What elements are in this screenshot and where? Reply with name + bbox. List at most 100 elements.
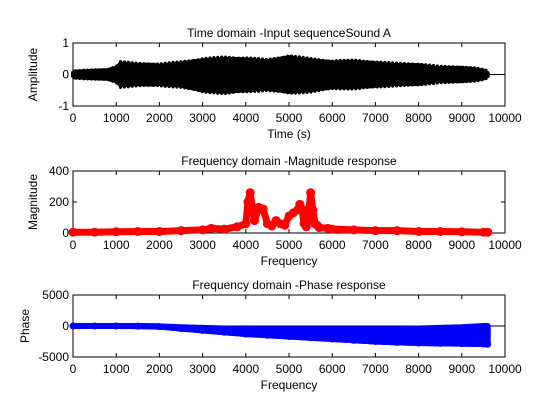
phase-point [371, 338, 379, 345]
magnitude-point [241, 219, 251, 229]
y-axis-label: Amplitude [26, 48, 40, 102]
x-tick-label: 3000 [189, 362, 216, 376]
x-tick-label: 7000 [362, 111, 389, 125]
chart-title: Frequency domain -Magnitude response [181, 154, 397, 168]
magnitude-point [249, 216, 259, 226]
magnitude-point [133, 226, 143, 236]
x-tick-label: 10000 [488, 111, 522, 125]
magnitude-point [280, 220, 290, 230]
phase-point [177, 324, 185, 332]
magnitude-point [111, 227, 121, 237]
chart-title: Frequency domain -Phase response [192, 278, 386, 292]
phase-point [393, 338, 401, 346]
subplot-2: Frequency domain -Magnitude response Freq… [26, 154, 522, 268]
chart-title: Time domain -Input sequenceSound A [187, 26, 391, 40]
magnitude-point [392, 226, 402, 236]
y-axis-label: Phase [18, 309, 32, 343]
x-tick-label: 1000 [103, 238, 130, 252]
x-tick-label: 9000 [448, 362, 475, 376]
x-tick-label: 8000 [405, 238, 432, 252]
phase-point [263, 331, 271, 339]
x-tick-label: 0 [70, 111, 77, 125]
phase-point [436, 339, 444, 347]
magnitude-point [219, 224, 229, 234]
y-tick-label: 1 [62, 36, 69, 50]
magnitude-point [297, 204, 307, 214]
phase-point [458, 340, 466, 348]
y-tick-label: 5000 [42, 288, 69, 302]
x-tick-label: 8000 [405, 362, 432, 376]
magnitude-point [90, 227, 100, 237]
magnitude-point [198, 225, 208, 235]
waveform-series [72, 54, 488, 96]
x-tick-label: 1000 [103, 362, 130, 376]
phase-points [69, 322, 492, 348]
phase-point [415, 339, 423, 347]
phase-point [91, 322, 99, 330]
magnitude-point [258, 204, 268, 214]
x-tick-label: 4000 [232, 362, 259, 376]
phase-point [134, 322, 142, 330]
magnitude-point [314, 223, 324, 233]
x-tick-label: 6000 [319, 111, 346, 125]
subplot-1: Time domain -Input sequenceSound A Time (… [26, 26, 522, 141]
phase-point [199, 326, 207, 334]
y-tick-label: 400 [49, 164, 69, 178]
phase-point [112, 322, 120, 330]
x-axis-label: Frequency [261, 254, 318, 268]
magnitude-point [308, 205, 318, 215]
magnitude-point [414, 226, 424, 236]
subplot-3: Frequency domain -Phase response Frequenc… [18, 278, 522, 392]
x-tick-label: 8000 [405, 111, 432, 125]
magnitude-point [245, 188, 255, 198]
magnitude-point [435, 226, 445, 236]
x-tick-label: 0 [70, 238, 77, 252]
y-tick-label: 200 [49, 195, 69, 209]
y-tick-label: 0 [62, 319, 69, 333]
x-tick-label: 9000 [448, 238, 475, 252]
x-tick-label: 2000 [146, 362, 173, 376]
x-tick-label: 3000 [189, 111, 216, 125]
x-tick-label: 1000 [103, 111, 130, 125]
x-tick-label: 10000 [488, 362, 522, 376]
phase-point [69, 322, 77, 330]
phase-point [307, 334, 315, 342]
x-tick-label: 5000 [276, 111, 303, 125]
magnitude-points [68, 188, 493, 237]
x-axis-label: Frequency [261, 378, 318, 392]
magnitude-point [349, 225, 359, 235]
y-tick-label: -1 [58, 99, 69, 113]
x-tick-label: 7000 [362, 362, 389, 376]
y-tick-label: 0 [62, 226, 69, 240]
phase-point [285, 333, 293, 341]
phase-point [350, 336, 358, 344]
magnitude-point [303, 211, 313, 221]
phase-point [328, 335, 336, 343]
x-tick-label: 2000 [146, 238, 173, 252]
magnitude-point [327, 224, 337, 234]
x-tick-label: 5000 [276, 362, 303, 376]
magnitude-point [154, 226, 164, 236]
phase-point [242, 330, 250, 338]
magnitude-point [301, 222, 311, 232]
x-tick-label: 7000 [362, 238, 389, 252]
x-axis-label: Time (s) [267, 127, 311, 141]
x-tick-label: 5000 [276, 238, 303, 252]
x-tick-label: 6000 [319, 362, 346, 376]
x-tick-label: 2000 [146, 111, 173, 125]
magnitude-point [206, 223, 216, 233]
x-tick-label: 6000 [319, 238, 346, 252]
magnitude-point [68, 227, 78, 237]
y-axis-label: Magnitude [26, 174, 40, 230]
magnitude-point [370, 226, 380, 236]
y-tick-label: 0 [62, 68, 69, 82]
x-tick-label: 4000 [232, 238, 259, 252]
x-tick-label: 0 [70, 362, 77, 376]
y-tick-label: -5000 [38, 350, 69, 364]
phase-point [155, 323, 163, 331]
x-tick-label: 9000 [448, 111, 475, 125]
magnitude-point [243, 197, 253, 207]
x-tick-label: 3000 [189, 238, 216, 252]
phase-point [220, 328, 228, 336]
